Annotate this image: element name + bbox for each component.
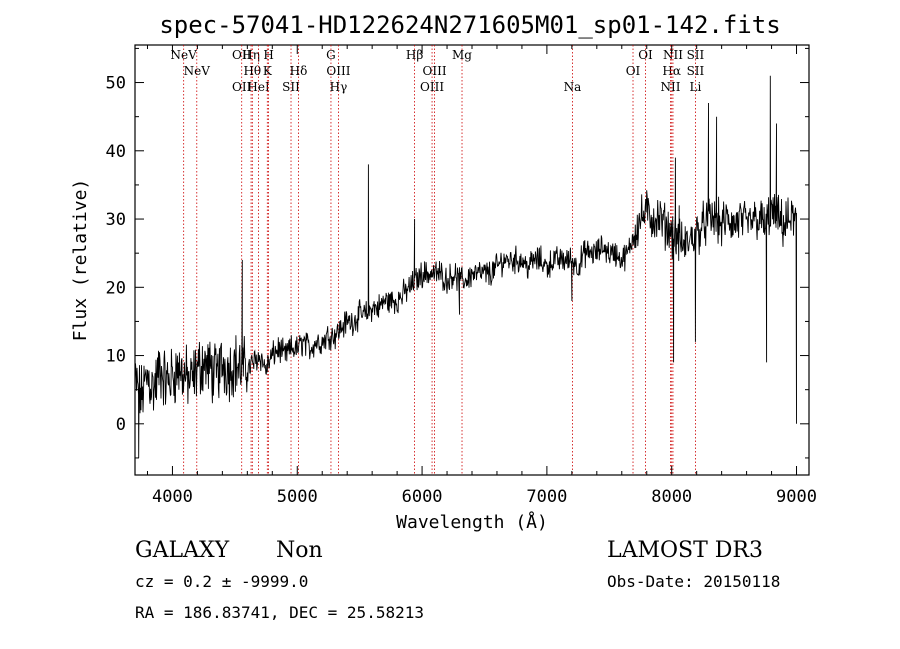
line-marker-label: SII [687,48,705,62]
x-tick-label: 8000 [651,487,692,507]
line-marker-label: OII [232,80,252,94]
line-marker-label: G [326,48,336,62]
x-tick-label: 6000 [402,487,443,507]
y-tick-label: 50 [106,74,126,94]
x-tick-label: 5000 [277,487,318,507]
line-marker-label: NII [663,48,683,62]
survey-name: LAMOST DR3 [607,538,763,563]
y-tick-label: 0 [116,415,126,435]
y-tick-label: 10 [106,347,126,367]
line-marker-label: Hα [662,64,681,78]
line-marker-label: Li [690,80,702,94]
line-marker-label: Hη [242,48,260,62]
object-subclass: Non [276,538,323,563]
line-marker-label: Na [564,80,582,94]
line-marker-label: Hθ [243,64,261,78]
object-class: GALAXY [135,538,230,563]
line-marker-label: H [263,48,273,62]
coordinates-line: RA = 186.83741, DEC = 25.58213 [135,603,424,622]
line-marker-label: OI [638,48,653,62]
x-tick-label: 7000 [526,487,567,507]
redshift-line: cz = 0.2 ± -9999.0 [135,572,309,591]
spectrum-line [134,75,797,458]
line-marker-label: OII [232,48,252,62]
x-axis-label: Wavelength (Å) [396,511,548,533]
chart-title: spec-57041-HD122624N271605M01_sp01-142.f… [159,11,780,39]
line-marker-label: OIII [326,64,350,78]
line-marker-label: K [263,64,273,78]
y-axis-label: Flux (relative) [70,179,91,342]
line-marker-label: Hγ [330,80,348,94]
line-marker-label: OI [626,64,641,78]
x-tick-label: 9000 [776,487,817,507]
line-marker-label: NII [660,80,680,94]
line-marker-label: HeI [247,80,270,94]
line-marker-label: Hδ [290,64,308,78]
plot-area: NeVNeVOIIOIIHηHθHeIHKSIIHδGOIIIHγHβOIIIO… [106,44,817,507]
line-marker-label: SII [282,80,300,94]
line-marker-label: NeV [184,64,211,78]
line-marker-label: Hβ [406,48,423,62]
observation-date: Obs-Date: 20150118 [607,572,781,591]
y-tick-label: 20 [106,278,126,298]
x-tick-label: 4000 [152,487,193,507]
plot-frame [134,44,810,476]
line-marker-label: OIII [420,80,444,94]
y-tick-label: 40 [106,142,126,162]
y-tick-label: 30 [106,210,126,230]
line-marker-label: OIII [423,64,447,78]
line-marker-label: NeV [171,48,198,62]
line-marker-label: Mg [452,48,472,62]
line-marker-label: SII [687,64,705,78]
